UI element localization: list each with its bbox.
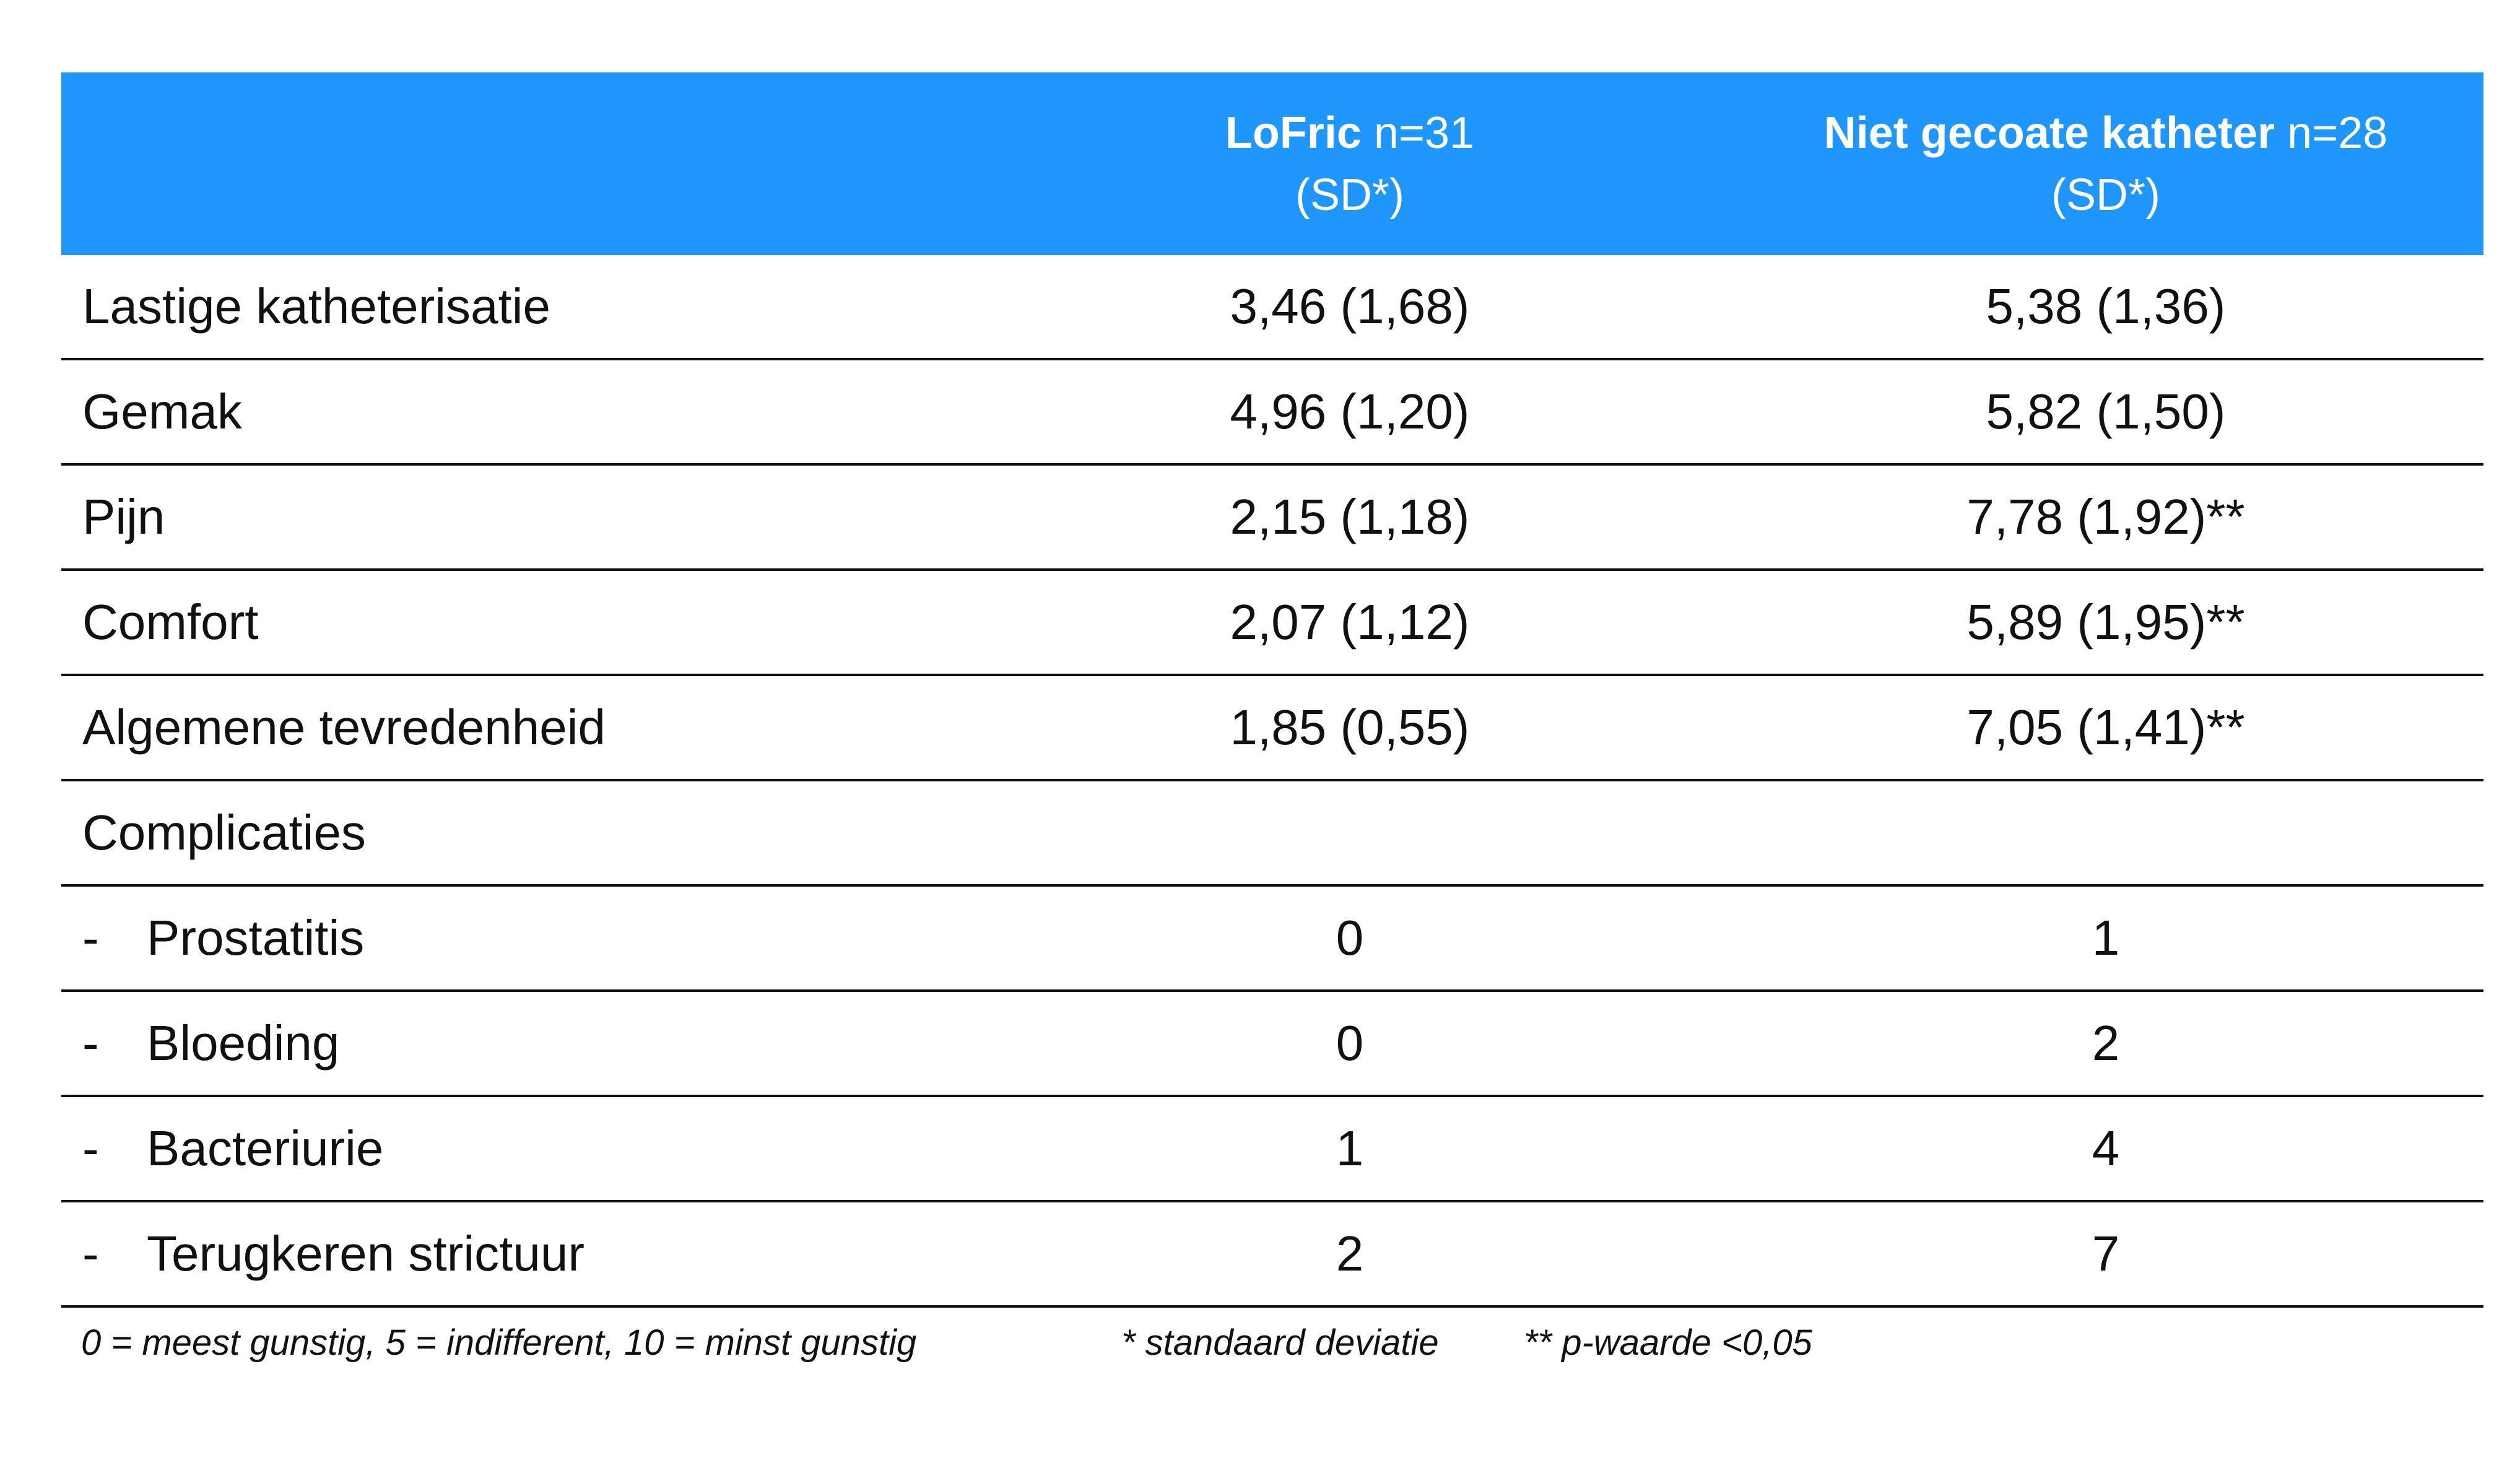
row-label: - Terugkeren strictuur (61, 1225, 971, 1282)
row-label-text: Terugkeren strictuur (147, 1226, 584, 1281)
table-row: Pijn 2,15 (1,18) 7,78 (1,92)** (61, 466, 2483, 571)
row-label: Comfort (82, 594, 259, 650)
row-label: - Bacteriurie (61, 1120, 971, 1177)
footnote-scale: 0 = meest gunstig, 5 = indifferent, 10 =… (81, 1323, 917, 1363)
table-row: Gemak 4,96 (1,20) 5,82 (1,50) (61, 360, 2483, 466)
niet-gecoate-value: 5,38 (1,36) (1986, 279, 2226, 334)
row-label: - Prostatitis (61, 910, 971, 967)
lofric-value: 3,46 (1,68) (1230, 279, 1470, 334)
lofric-value: 1 (1336, 1121, 1364, 1176)
table-row: Lastige katheterisatie 3,46 (1,68) 5,38 … (61, 255, 2483, 360)
table-row: - Bloeding 0 2 (61, 992, 2483, 1097)
niet-gecoate-value: 2 (2092, 1015, 2120, 1071)
lofric-value: 4,96 (1,20) (1230, 384, 1470, 439)
row-label: Lastige katheterisatie (82, 279, 551, 334)
row-dash: - (82, 1121, 99, 1176)
niet-gecoate-value: 7 (2092, 1226, 2120, 1281)
header-niet-gecoate-n: n=28 (2275, 108, 2388, 158)
niet-gecoate-value: 1 (2092, 910, 2120, 965)
results-table: LoFric n=31 (SD*) Niet gecoate katheter … (61, 72, 2483, 1308)
table-row: Comfort 2,07 (1,12) 5,89 (1,95)** (61, 571, 2483, 676)
row-label-text: Prostatitis (147, 910, 365, 965)
table-row-complicaties: Complicaties (61, 781, 2483, 887)
row-label: Complicaties (82, 805, 366, 860)
table-row: - Bacteriurie 1 4 (61, 1097, 2483, 1202)
row-label: Algemene tevredenheid (82, 700, 606, 755)
lofric-value: 1,85 (0,55) (1230, 700, 1470, 755)
table-row: - Prostatitis 0 1 (61, 887, 2483, 992)
niet-gecoate-value: 7,05 (1,41)** (1966, 700, 2245, 755)
row-dash: - (82, 1015, 99, 1071)
table-row: Algemene tevredenheid 1,85 (0,55) 7,05 (… (61, 676, 2483, 781)
lofric-value: 0 (1336, 910, 1364, 965)
niet-gecoate-value: 4 (2092, 1121, 2120, 1176)
footnotes: 0 = meest gunstig, 5 = indifferent, 10 =… (81, 1322, 2434, 1365)
header-lofric-n: n=31 (1361, 108, 1475, 158)
header-niet-gecoate-name: Niet gecoate katheter (1823, 108, 2275, 158)
row-dash: - (82, 1226, 99, 1281)
lofric-value: 2,07 (1,12) (1230, 594, 1470, 650)
row-label-text: Bloeding (147, 1015, 340, 1071)
lofric-value: 2,15 (1,18) (1230, 489, 1470, 544)
table-row: - Terugkeren strictuur 2 7 (61, 1202, 2483, 1308)
footnote-p-value: ** p-waarde <0,05 (1524, 1323, 1812, 1363)
header-niet-gecoate: Niet gecoate katheter n=28 (SD*) (1728, 102, 2483, 226)
row-label: - Bloeding (61, 1015, 971, 1072)
niet-gecoate-value: 7,78 (1,92)** (1966, 489, 2245, 544)
row-dash: - (82, 910, 99, 965)
niet-gecoate-value: 5,82 (1,50) (1986, 384, 2226, 439)
header-lofric: LoFric n=31 (SD*) (971, 102, 1728, 226)
lofric-value: 2 (1336, 1226, 1364, 1281)
header-lofric-name: LoFric (1225, 108, 1362, 158)
footnote-standard-deviation: * standaard deviatie (1121, 1323, 1439, 1363)
row-label-text: Bacteriurie (147, 1121, 384, 1176)
lofric-value: 0 (1336, 1015, 1364, 1071)
row-label: Pijn (82, 489, 165, 544)
header-lofric-sd: (SD*) (1295, 170, 1404, 220)
niet-gecoate-value: 5,89 (1,95)** (1966, 594, 2245, 650)
header-niet-gecoate-sd: (SD*) (2051, 170, 2160, 220)
table-header: LoFric n=31 (SD*) Niet gecoate katheter … (61, 72, 2483, 255)
row-label: Gemak (82, 384, 242, 439)
